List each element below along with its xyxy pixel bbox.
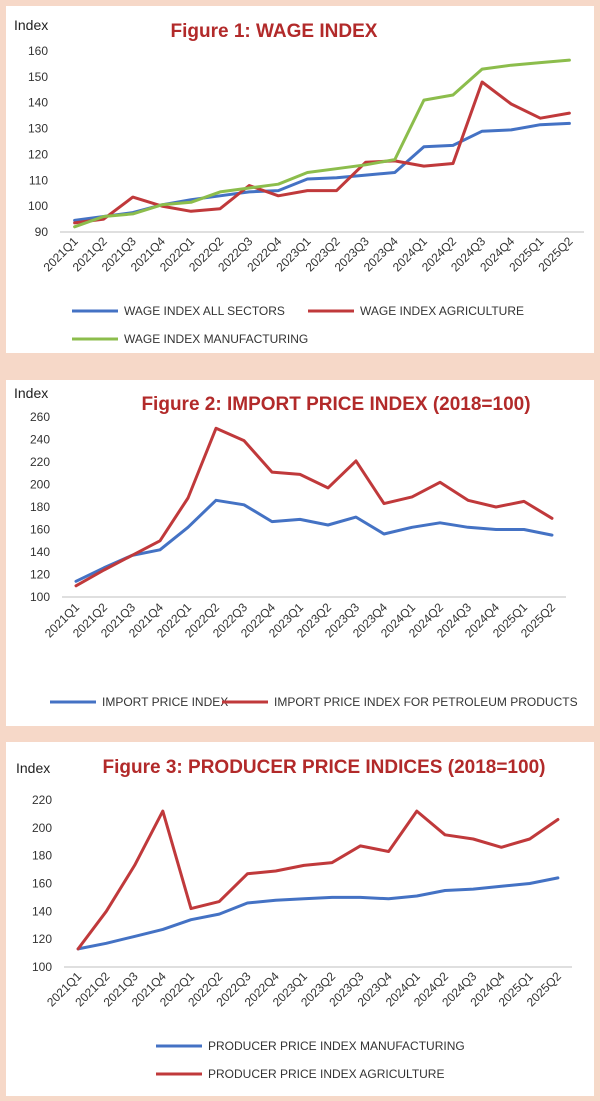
series-line [76, 876, 560, 951]
legend-label: IMPORT PRICE INDEX FOR PETROLEUM PRODUCT… [274, 695, 578, 709]
series-line [73, 58, 571, 229]
y-tick-label: 120 [28, 147, 48, 161]
producer-price-indices-panel: Figure 3: PRODUCER PRICE INDICES (2018=1… [6, 742, 594, 1096]
y-axis-label: Index [14, 385, 48, 401]
y-tick-label: 100 [30, 590, 50, 604]
legend-label: WAGE INDEX AGRICULTURE [360, 304, 524, 318]
y-tick-label: 180 [30, 500, 50, 514]
y-tick-label: 140 [30, 545, 50, 559]
y-tick-label: 110 [29, 173, 48, 187]
y-tick-label: 240 [30, 433, 50, 447]
legend-label: PRODUCER PRICE INDEX AGRICULTURE [208, 1067, 444, 1081]
chart-title: Figure 1: WAGE INDEX [171, 21, 378, 42]
import-price-index-chart: Figure 2: IMPORT PRICE INDEX (2018=100) I… [14, 385, 578, 709]
series-line [73, 80, 571, 225]
series-line [74, 426, 554, 588]
series-line [74, 498, 554, 583]
y-axis-label: Index [14, 17, 48, 33]
y-tick-label: 160 [30, 523, 50, 537]
y-tick-label: 260 [30, 410, 50, 424]
chart-title: Figure 2: IMPORT PRICE INDEX (2018=100) [141, 394, 530, 415]
y-tick-label: 220 [32, 793, 52, 807]
y-tick-label: 140 [32, 904, 52, 918]
y-tick-label: 200 [30, 478, 50, 492]
y-tick-label: 180 [32, 849, 52, 863]
producer-price-indices-chart: Figure 3: PRODUCER PRICE INDICES (2018=1… [16, 757, 572, 1081]
y-tick-label: 220 [30, 455, 50, 469]
import-price-index-panel: Figure 2: IMPORT PRICE INDEX (2018=100) I… [6, 380, 594, 726]
wage-index-chart: Figure 1: WAGE INDEX Index 90 100 110 120 130 1… [14, 17, 584, 346]
legend-label: IMPORT PRICE INDEX [102, 695, 228, 709]
y-tick-label: 90 [35, 225, 49, 239]
legend-label: WAGE INDEX MANUFACTURING [124, 332, 308, 346]
y-tick-label: 200 [32, 821, 52, 835]
y-tick-label: 130 [28, 122, 48, 136]
y-tick-label: 100 [32, 960, 52, 974]
y-tick-label: 160 [28, 44, 48, 58]
y-tick-label: 140 [28, 96, 48, 110]
y-tick-label: 120 [32, 932, 52, 946]
y-tick-label: 120 [30, 568, 50, 582]
legend-label: PRODUCER PRICE INDEX MANUFACTURING [208, 1039, 465, 1053]
y-tick-label: 150 [28, 70, 48, 84]
y-tick-label: 100 [28, 199, 48, 213]
legend-label: WAGE INDEX ALL SECTORS [124, 304, 285, 318]
chart-title: Figure 3: PRODUCER PRICE INDICES (2018=1… [103, 757, 546, 778]
y-axis-label: Index [16, 760, 50, 776]
wage-index-panel: Figure 1: WAGE INDEX Index 90 100 110 120 130 1… [6, 6, 594, 353]
y-tick-label: 160 [32, 877, 52, 891]
series-line [76, 809, 560, 951]
